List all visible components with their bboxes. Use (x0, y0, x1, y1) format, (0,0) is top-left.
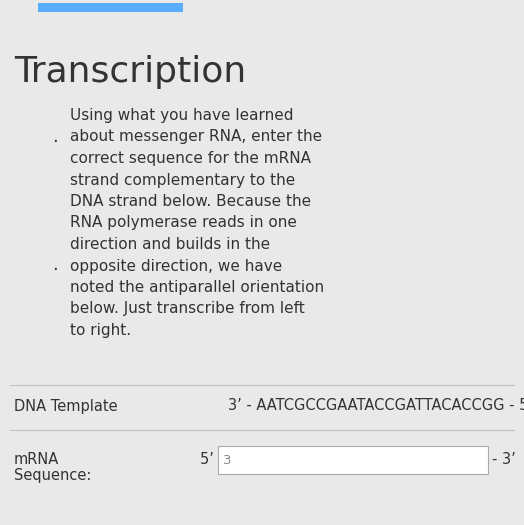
Text: correct sequence for the mRNA: correct sequence for the mRNA (70, 151, 311, 166)
Text: ·: · (52, 132, 58, 151)
Text: 5’ -: 5’ - (200, 453, 224, 467)
Text: about messenger RNA, enter the: about messenger RNA, enter the (70, 130, 322, 144)
Text: Transcription: Transcription (14, 55, 246, 89)
Text: - 3’: - 3’ (492, 453, 516, 467)
Bar (218, 446, 488, 474)
Text: below. Just transcribe from left: below. Just transcribe from left (70, 301, 305, 317)
Text: strand complementary to the: strand complementary to the (70, 173, 295, 187)
Text: DNA strand below. Because the: DNA strand below. Because the (70, 194, 311, 209)
Text: Using what you have learned: Using what you have learned (70, 108, 293, 123)
Text: mRNA: mRNA (14, 452, 59, 467)
Bar (38, 3, 183, 12)
Text: ·: · (52, 261, 58, 279)
Text: opposite direction, we have: opposite direction, we have (70, 258, 282, 274)
Text: noted the antiparallel orientation: noted the antiparallel orientation (70, 280, 324, 295)
Text: DNA Template: DNA Template (14, 398, 117, 414)
Text: to right.: to right. (70, 323, 131, 338)
Text: direction and builds in the: direction and builds in the (70, 237, 270, 252)
Text: 3: 3 (223, 454, 232, 467)
Text: 3’ - AATCGCCGAATACCGATTACACCGG - 5’: 3’ - AATCGCCGAATACCGATTACACCGG - 5’ (228, 398, 524, 414)
Text: Sequence:: Sequence: (14, 468, 91, 483)
Text: RNA polymerase reads in one: RNA polymerase reads in one (70, 215, 297, 230)
